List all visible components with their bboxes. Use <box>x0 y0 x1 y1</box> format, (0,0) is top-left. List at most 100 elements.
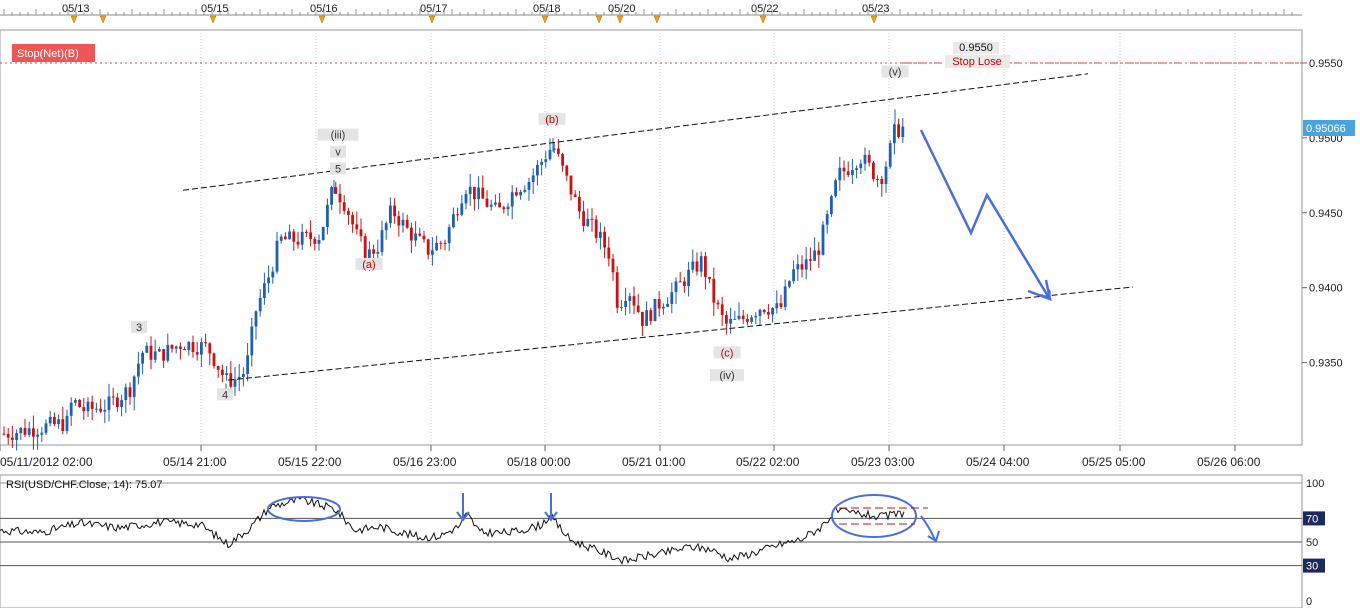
top-date-label: 05/13 <box>62 3 90 15</box>
candle-body <box>460 203 464 215</box>
rsi-axis-label: 100 <box>1306 478 1324 490</box>
time-axis-label: 05/22 02:00 <box>736 455 800 469</box>
candle-body <box>124 387 128 401</box>
candle-body <box>888 143 892 167</box>
stop-net-badge[interactable] <box>12 44 95 62</box>
candle-body <box>258 297 262 312</box>
event-marker-icon[interactable] <box>595 15 603 24</box>
candle-body <box>813 250 816 261</box>
candle-body <box>468 186 472 195</box>
candle-body <box>599 231 602 238</box>
candle-body <box>422 235 426 240</box>
candle-body <box>48 416 52 424</box>
candle-body <box>821 224 825 255</box>
candle-body <box>384 223 388 231</box>
event-marker-icon[interactable] <box>759 15 767 24</box>
candle-body <box>809 259 812 261</box>
wave-label-bg <box>131 320 147 333</box>
candle-body <box>775 303 779 309</box>
wave-label: (a) <box>362 259 375 271</box>
candle-body <box>876 178 879 180</box>
rsi-label: RSI(USD/CHF.Close, 14): 75.07 <box>6 479 163 491</box>
candle-body <box>372 249 375 254</box>
candle-body <box>788 281 791 287</box>
event-marker-icon[interactable] <box>318 15 326 24</box>
candle-body <box>569 175 573 195</box>
event-marker-icon[interactable] <box>70 15 78 24</box>
candle-body <box>174 346 178 349</box>
channel-line-lower[interactable] <box>227 286 1134 381</box>
candle-body <box>519 191 522 196</box>
candle-body <box>65 415 69 432</box>
candle-body <box>531 175 535 182</box>
event-marker-icon[interactable] <box>541 15 549 24</box>
candle-body <box>439 242 443 244</box>
time-axis-label: 05/21 01:00 <box>622 455 686 469</box>
candle-body <box>216 366 220 370</box>
wave-label-bg <box>538 112 566 125</box>
candle-body <box>842 167 846 172</box>
candle-body <box>191 342 195 353</box>
wave-label-bg <box>713 346 741 359</box>
candle-body <box>36 434 39 437</box>
candle-body <box>712 278 716 303</box>
candle-body <box>699 256 703 272</box>
candle-body <box>523 189 527 192</box>
candle-body <box>817 250 821 255</box>
candle-body <box>128 387 132 397</box>
candle-body <box>695 261 699 272</box>
candle-body <box>6 433 10 438</box>
candle-body <box>153 351 157 360</box>
event-marker-icon[interactable] <box>870 15 878 24</box>
candle-body <box>363 236 367 258</box>
candle-body <box>149 345 153 360</box>
top-date-strip: 05/13 05/15 05/16 05/17 05/18 05/20 05/22 05/23 <box>0 0 1302 24</box>
candle-body <box>527 181 531 190</box>
top-date-label: 05/16 <box>310 3 338 15</box>
price-panel[interactable]: 3 4 (iii) v 5 (a) (b) (c) (iv) (v) Stop(Net)(B) 0.… <box>0 29 1303 451</box>
candle-body <box>426 239 430 255</box>
candle-body <box>746 319 749 322</box>
event-marker-icon[interactable] <box>428 15 436 24</box>
candle-body <box>855 168 858 171</box>
candle-body <box>607 247 611 259</box>
candle-body <box>645 310 648 326</box>
candle-body <box>481 187 485 199</box>
rsi-panel[interactable]: RSI(USD/CHF.Close, 14): 75.07 100 70 50 30 0 <box>0 474 1325 609</box>
candle-body <box>380 230 384 253</box>
candle-body <box>313 238 317 244</box>
channel-line-upper[interactable] <box>182 73 1089 191</box>
candle-body <box>342 202 346 211</box>
candle-body <box>452 214 455 228</box>
candle-body <box>275 240 279 272</box>
candle-body <box>653 298 657 322</box>
candle-body <box>830 196 833 215</box>
time-axis-label: 05/15 22:00 <box>278 455 342 469</box>
candle-body <box>397 216 401 226</box>
time-axis-label: 05/14 21:00 <box>163 455 227 469</box>
candle-body <box>410 227 413 241</box>
candle-body <box>347 210 350 215</box>
candle-body <box>544 159 548 162</box>
rsi-axis-label: 30 <box>1306 561 1318 573</box>
candle-body <box>250 326 254 356</box>
event-marker-icon[interactable] <box>653 15 661 24</box>
event-marker-icon[interactable] <box>209 15 217 24</box>
candle-body <box>704 256 707 277</box>
candle-body <box>477 187 480 200</box>
event-marker-icon[interactable] <box>99 15 107 24</box>
candle-body <box>99 408 102 412</box>
rsi-axis-label: 70 <box>1306 513 1318 525</box>
candle-body <box>498 202 501 208</box>
candle-body <box>166 344 170 361</box>
candle-body <box>74 400 77 403</box>
candle-body <box>863 154 867 164</box>
candle-body <box>254 311 258 327</box>
candle-body <box>137 363 140 377</box>
candle-body <box>431 250 434 255</box>
candle-body <box>771 308 774 315</box>
candle-body <box>225 373 228 376</box>
event-marker-icon[interactable] <box>616 15 624 24</box>
